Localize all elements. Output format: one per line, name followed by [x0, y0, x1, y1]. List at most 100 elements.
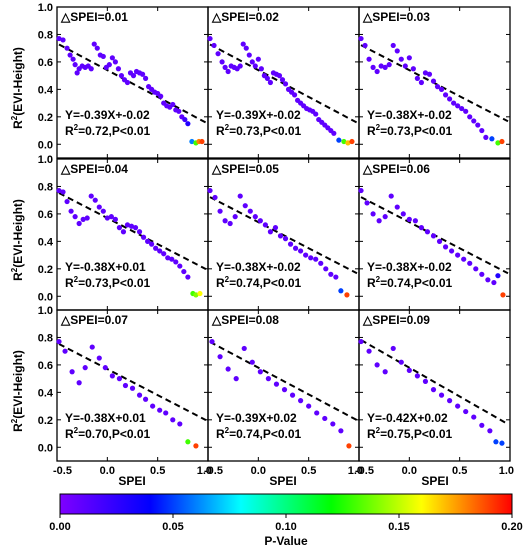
data-point — [370, 64, 376, 70]
data-point — [341, 138, 347, 145]
data-point — [67, 52, 73, 58]
regression-equation: Y=-0.38X+-0.02 — [367, 108, 452, 122]
data-point — [451, 100, 457, 106]
data-point — [442, 92, 449, 98]
data-point — [376, 218, 382, 224]
data-point — [273, 381, 280, 387]
data-point — [189, 138, 195, 145]
data-point — [60, 37, 66, 43]
data-point — [115, 66, 122, 72]
data-point — [129, 385, 136, 391]
colorbar: 0.00 0.05 0.10 0.15 0.20 P-Value — [49, 493, 523, 548]
regression-equation: Y=-0.38X+-0.02 — [216, 260, 301, 274]
panel-4: 0.0 0.2 0.4 0.6 0.8 1.0 △SPEI=0.04 Y=-0.38X+0.0… — [38, 154, 209, 311]
data-point — [382, 214, 388, 220]
data-point — [222, 64, 228, 70]
data-point — [94, 45, 100, 51]
y-tick-label: 0.0 — [38, 442, 53, 454]
data-point — [313, 256, 319, 262]
data-point — [333, 274, 339, 280]
data-point — [374, 68, 380, 75]
data-point — [163, 410, 169, 416]
data-point — [475, 122, 481, 128]
data-point — [461, 256, 467, 262]
data-point — [91, 41, 97, 47]
data-point — [374, 362, 380, 368]
data-point — [394, 48, 400, 54]
regression-line — [58, 43, 207, 124]
data-point — [139, 71, 146, 77]
data-point — [483, 134, 489, 141]
x-tick-label: -0.5 — [53, 465, 72, 477]
data-point — [430, 233, 437, 239]
data-point — [262, 222, 268, 228]
data-point — [467, 114, 473, 120]
data-point — [108, 214, 114, 220]
regression-equation: Y=-0.39X+-0.02 — [65, 108, 150, 122]
data-point — [493, 439, 499, 445]
data-point — [84, 215, 90, 221]
data-point — [489, 136, 495, 142]
data-point — [282, 236, 289, 242]
r2-p-value: R2=0.73,P<0.01 — [65, 275, 151, 290]
data-point — [406, 216, 412, 222]
data-point — [116, 225, 123, 231]
data-point — [318, 260, 324, 266]
data-point — [303, 252, 309, 258]
data-point — [185, 439, 191, 445]
data-point — [313, 111, 319, 117]
data-point — [193, 292, 199, 298]
data-point — [182, 116, 188, 123]
data-point — [398, 56, 404, 62]
data-point — [336, 137, 342, 143]
x-axis-label-col-2: SPEI — [269, 474, 296, 488]
data-point — [400, 211, 406, 217]
data-point — [436, 238, 443, 244]
data-point — [282, 81, 289, 87]
data-point — [463, 108, 469, 114]
data-point — [193, 443, 199, 449]
data-point — [447, 96, 453, 102]
data-point — [322, 415, 328, 422]
data-point — [240, 41, 246, 47]
r2-p-value: R2=0.74,P<0.01 — [216, 426, 302, 441]
x-tick-label: 0.5 — [150, 465, 165, 477]
x-axis-label-col-3: SPEI — [421, 474, 448, 488]
data-point — [264, 75, 270, 81]
data-point — [338, 428, 344, 434]
data-point — [225, 366, 231, 372]
data-point — [412, 218, 418, 224]
data-point — [418, 79, 425, 86]
data-point — [276, 73, 283, 79]
data-point — [394, 204, 400, 210]
data-point — [485, 277, 491, 283]
colorbar-ticks: 0.00 0.05 0.10 0.15 0.20 — [49, 514, 523, 533]
data-point — [467, 260, 473, 266]
data-point — [370, 211, 376, 217]
data-point — [398, 359, 404, 365]
y-tick-label: 0.0 — [38, 291, 53, 303]
data-point — [279, 77, 286, 83]
data-point — [56, 187, 62, 194]
data-point — [449, 248, 455, 254]
panel-label: △SPEI=0.01 — [60, 10, 128, 24]
data-point — [328, 271, 334, 277]
data-point — [471, 414, 477, 420]
data-point — [426, 71, 433, 77]
data-point — [298, 398, 304, 404]
y-tick-label: 0.8 — [38, 181, 53, 193]
regression-equation: Y=-0.42X+0.02 — [367, 411, 448, 425]
y-tick-label: 0.2 — [38, 112, 53, 124]
data-point — [422, 378, 429, 384]
data-point — [386, 62, 392, 68]
y-axis-label-row-1: R2(EVI-Height) — [10, 47, 25, 129]
r2-p-value: R2=0.70,P<0.01 — [65, 426, 151, 441]
data-point — [104, 215, 110, 221]
data-point — [211, 42, 217, 49]
panel-7: 0.00.20.40.60.81.0-0.5 0.0 0.5 1.0△SPEI=0.0… — [38, 305, 212, 477]
data-point — [150, 403, 156, 409]
data-point — [212, 194, 218, 201]
data-point — [227, 220, 233, 227]
